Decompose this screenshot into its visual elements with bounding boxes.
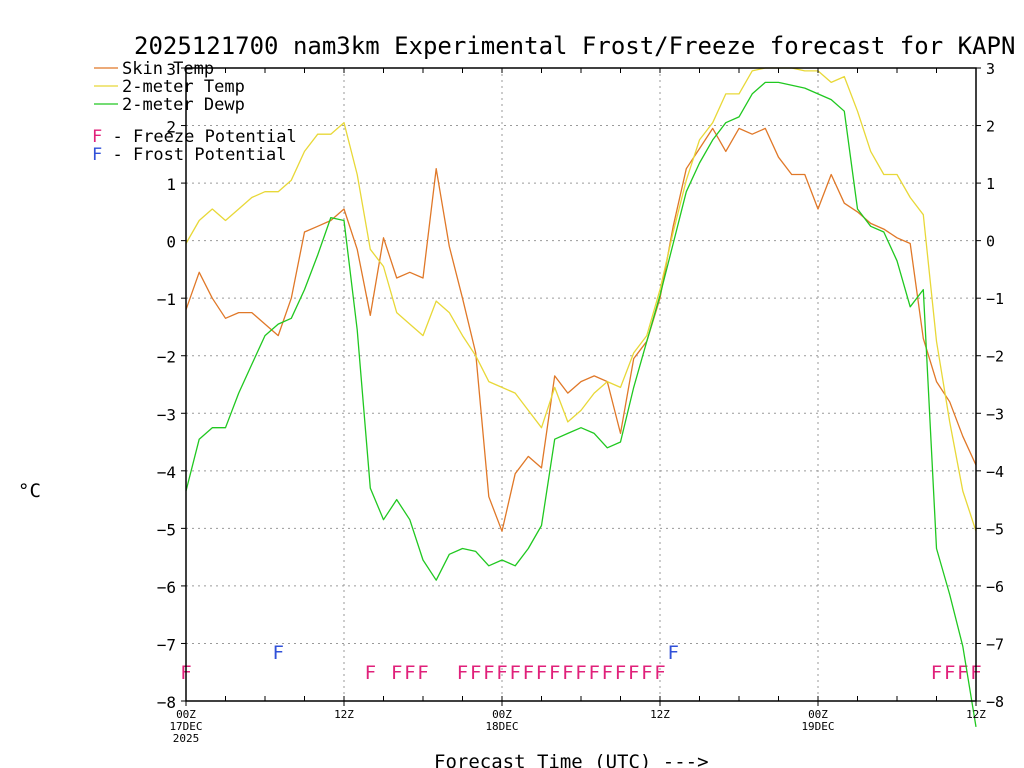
y-tick-label: −3 (157, 405, 176, 424)
data-series (185, 67, 977, 728)
potential-flags: F F F F F F F F F F F F F F F F F F F F F F F F FF F (180, 642, 981, 684)
flag-legend-label: - Frost Potential (102, 145, 286, 165)
freeze-flag: F (470, 662, 481, 684)
flag-legend-label: - Freeze Potential (102, 127, 296, 147)
freeze-flag: F (549, 662, 560, 684)
y-tick-label: 2 (166, 118, 176, 137)
freeze-flag: F (391, 662, 402, 684)
y-tick-label-right: −3 (986, 405, 1004, 423)
x-tick-date: 17DEC (169, 720, 202, 733)
freeze-flag: F (457, 662, 468, 684)
y-tick-label-right: −2 (986, 348, 1004, 366)
series-line-2-meter-temp (185, 67, 977, 532)
x-axis-label: Forecast Time (UTC) ---> (434, 751, 709, 768)
freeze-flag: F (602, 662, 613, 684)
legend-label: Skin Temp (122, 59, 214, 79)
frost-flag: F (272, 642, 283, 664)
y-tick-label: 1 (166, 175, 176, 194)
freeze-flag: F (641, 662, 652, 684)
y-tick-label-right: −1 (986, 290, 1004, 308)
legend-label: 2-meter Temp (122, 77, 245, 97)
y-tick-label: −4 (157, 463, 176, 482)
y-tick-label: −7 (157, 635, 176, 654)
x-tick-year: 2025 (173, 732, 200, 745)
freeze-flag: F (483, 662, 494, 684)
chart-title: 2025121700 nam3km Experimental Frost/Fre… (134, 32, 1015, 60)
x-tick-date: 18DEC (485, 720, 518, 733)
freeze-flag: F (944, 662, 955, 684)
x-tick-label: 12Z (650, 708, 670, 721)
freeze-flag: F (654, 662, 665, 684)
freeze-flag: F (615, 662, 626, 684)
flag-legend-letter: F (92, 127, 102, 147)
flag-legend-entry: F - Frost Potential (92, 145, 286, 165)
y-tick-label-right: −5 (986, 520, 1004, 538)
y-tick-label-right: 0 (986, 233, 995, 251)
y-tick-label: −1 (157, 290, 176, 309)
y-tick-label: −2 (157, 348, 176, 367)
freeze-flag: F (536, 662, 547, 684)
freeze-flag: F (523, 662, 534, 684)
flag-legend-letter: F (92, 145, 102, 165)
freeze-flag: F (575, 662, 586, 684)
y-tick-label-right: −8 (986, 693, 1004, 711)
x-tick-label: 12Z (334, 708, 354, 721)
x-tick-label: 12Z (966, 708, 986, 721)
y-tick-label: 3 (166, 60, 176, 79)
y-tick-label: 0 (166, 233, 176, 252)
y-axis-ticks: 3 3 2 2 1 1 0 0 −1 −1 −2 −2 −3 −3 −4 −4 −5 −5 −6 −6 −7 −7 −8 −8 (157, 60, 1004, 712)
y-tick-label-right: −4 (986, 463, 1004, 481)
freeze-flag: F (957, 662, 968, 684)
x-tick-label: 00Z (808, 708, 828, 721)
x-tick-label: 00Z (176, 708, 196, 721)
freeze-flag: F (588, 662, 599, 684)
x-tick-date: 19DEC (801, 720, 834, 733)
freeze-flag: F (496, 662, 507, 684)
x-tick-label: 00Z (492, 708, 512, 721)
y-tick-label-right: 3 (986, 60, 995, 78)
series-line-skin-temp (185, 127, 977, 532)
y-tick-label: −6 (157, 578, 176, 597)
y-tick-label-right: −7 (986, 635, 1004, 653)
flag-legend-entry: F - Freeze Potential (92, 127, 297, 147)
legend-label: 2-meter Dewp (122, 95, 245, 115)
y-tick-label-right: 1 (986, 175, 995, 193)
freeze-flag: F (562, 662, 573, 684)
freeze-flag: F (417, 662, 428, 684)
frost-flag: F (667, 642, 678, 664)
y-tick-label: −8 (157, 693, 176, 712)
y-tick-label-right: −6 (986, 578, 1004, 596)
y-axis-label: °C (18, 480, 41, 502)
freeze-flag: F (628, 662, 639, 684)
y-tick-label: −5 (157, 520, 176, 539)
freeze-flag: F (404, 662, 415, 684)
freeze-flag: F (509, 662, 520, 684)
freeze-flag: F (931, 662, 942, 684)
freeze-flag: F (365, 662, 376, 684)
series-line-2-meter-dewp (185, 81, 977, 728)
y-tick-label-right: 2 (986, 118, 995, 136)
